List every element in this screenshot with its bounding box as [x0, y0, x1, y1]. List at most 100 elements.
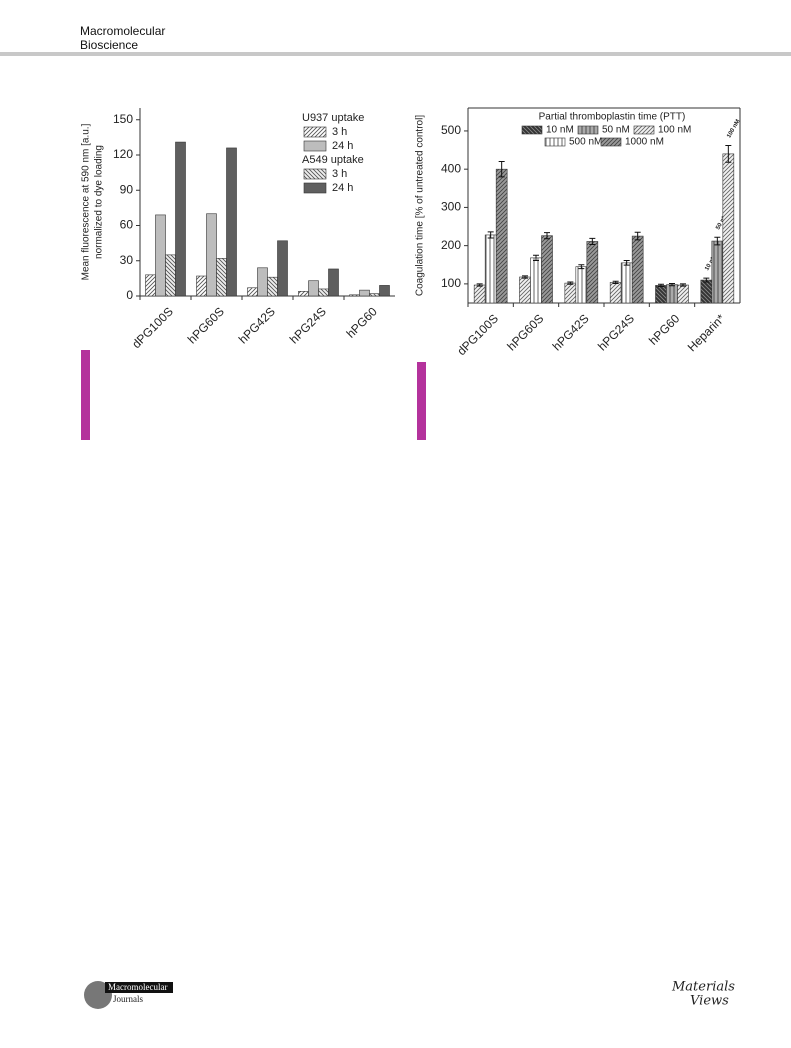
journal-name: Bioscience: [80, 38, 138, 52]
y-tick-label: 100: [441, 276, 461, 290]
legend-swatch: [633, 125, 655, 135]
error-bar: [498, 161, 505, 178]
bar: [655, 285, 667, 304]
y-axis-label: normalized to dye loading: [94, 145, 105, 259]
bar: [722, 153, 735, 304]
footer-logo-left: Macromolecular Journals: [84, 981, 173, 1009]
error-bar: [669, 283, 675, 287]
legend-swatch: [521, 125, 543, 135]
error-bar: [533, 254, 539, 262]
bar: [677, 284, 689, 304]
legend-label: 24 h: [332, 182, 353, 194]
legend-label: 1000 nM: [625, 137, 664, 148]
bar: [226, 147, 237, 297]
bar: [196, 275, 207, 297]
logo-band: [105, 982, 173, 993]
bar: [328, 268, 339, 297]
x-tick-label: hPG60S: [504, 311, 546, 353]
error-bar: [589, 237, 596, 245]
error-bar: [714, 236, 721, 246]
legend-swatch: [303, 140, 327, 152]
x-tick-label: hPG24S: [595, 311, 637, 353]
y-tick-label: 30: [120, 253, 134, 267]
bar: [495, 168, 508, 304]
bar: [206, 213, 217, 297]
caption-marker: [81, 350, 90, 440]
x-tick-label: hPG42S: [550, 311, 592, 353]
y-axis-label: Mean fluorescence at 590 nm [a.u.]: [81, 123, 92, 280]
y-tick-label: 500: [441, 123, 461, 137]
bar: [564, 282, 577, 304]
error-bar: [623, 260, 630, 266]
error-bar: [634, 231, 641, 241]
bar: [349, 294, 360, 297]
legend-label: 10 nM: [546, 125, 574, 136]
bar: [308, 280, 319, 297]
legend-group: A549 uptake: [302, 154, 364, 166]
x-tick-label: hPG60S: [185, 304, 227, 346]
legend-label: 3 h: [332, 126, 347, 138]
legend-swatch: [577, 125, 599, 135]
legend-swatch: [303, 182, 327, 194]
legend-label: 50 nM: [602, 125, 630, 136]
y-tick-label: 150: [113, 112, 133, 126]
error-bar: [476, 283, 483, 287]
header-rule: [0, 52, 791, 56]
error-bar: [725, 144, 732, 163]
logo-text: Macromolecular: [108, 982, 167, 992]
bar: [155, 214, 166, 297]
bar: [379, 285, 390, 297]
legend-swatch: [600, 137, 622, 147]
logo-text: Views: [690, 994, 729, 1009]
error-bar: [703, 277, 710, 283]
bar: [277, 240, 288, 297]
bar: [267, 276, 278, 297]
y-tick-label: 400: [441, 161, 461, 175]
y-tick-label: 60: [120, 218, 134, 232]
bar: [165, 254, 176, 297]
bar: [631, 235, 644, 304]
y-axis-label: Coagulation time [% of untreated control…: [415, 115, 426, 296]
error-bar: [680, 283, 686, 287]
error-bar: [487, 231, 494, 239]
error-bar: [578, 264, 585, 270]
bar: [369, 293, 380, 297]
bar: [318, 288, 329, 297]
legend-label: 100 nM: [658, 125, 691, 136]
bar: [175, 141, 186, 297]
legend-label: 500 nM: [569, 137, 602, 148]
bar: [473, 284, 486, 304]
x-tick-label: hPG60: [646, 311, 683, 348]
bar: [216, 258, 227, 297]
legend-swatch: [303, 126, 327, 138]
y-tick-label: 200: [441, 238, 461, 252]
legend-swatch: [544, 137, 566, 147]
bar: [609, 282, 622, 304]
logo-text: Materials: [671, 980, 735, 995]
error-bar: [544, 232, 550, 240]
legend-label: 3 h: [332, 168, 347, 180]
y-tick-label: 90: [120, 182, 134, 196]
bar: [298, 290, 309, 297]
x-tick-label: dPG100S: [454, 311, 501, 358]
bar: [700, 279, 713, 304]
legend-group: U937 uptake: [302, 112, 364, 124]
bar: [257, 267, 268, 297]
legend-title: Partial thromboplastin time (PTT): [539, 112, 686, 123]
bar: [541, 235, 553, 304]
y-tick-label: 120: [113, 147, 133, 161]
bar: [484, 234, 497, 304]
error-bar: [567, 281, 574, 285]
annotation: 100 nM: [726, 119, 741, 140]
x-tick-label: dPG100S: [129, 304, 176, 351]
error-bar: [612, 280, 619, 284]
x-tick-label: hPG42S: [236, 304, 278, 346]
journal-name: Macromolecular: [80, 24, 165, 38]
x-tick-label: hPG60: [344, 304, 381, 341]
bar: [519, 276, 531, 304]
y-tick-label: 0: [126, 288, 133, 302]
bar: [586, 241, 599, 304]
bar: [359, 289, 370, 297]
y-tick-label: 300: [441, 200, 461, 214]
